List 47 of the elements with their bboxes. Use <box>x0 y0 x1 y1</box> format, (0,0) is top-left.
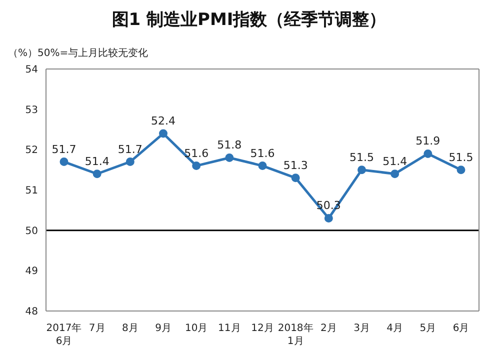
point <box>225 153 234 162</box>
data-label: 51.3 <box>283 158 308 172</box>
x-tick-label: 11月 <box>218 323 241 334</box>
x-tick-label: 2018年 1月 <box>278 322 314 347</box>
data-label: 51.4 <box>84 154 110 168</box>
x-tick-label: 3月 <box>354 323 370 334</box>
point <box>358 166 366 174</box>
data-label: 51.8 <box>217 138 242 152</box>
y-tick-label: 49 <box>25 266 38 278</box>
point <box>324 214 333 222</box>
y-tick-label: 50 <box>25 226 38 237</box>
point <box>390 170 400 178</box>
point <box>159 129 168 138</box>
x-tick-label: 10月 <box>184 323 208 334</box>
point <box>126 158 134 166</box>
point <box>456 166 466 174</box>
data-label: 51.5 <box>350 150 374 164</box>
data-label: 51.7 <box>118 142 142 156</box>
point <box>60 158 68 166</box>
x-tick-label: 2月 <box>320 323 337 334</box>
x-tick-label: 2017年 6月 <box>46 322 82 347</box>
data-label: 51.4 <box>382 154 408 168</box>
data-label: 51.9 <box>416 134 440 148</box>
y-tick-label: 54 <box>25 64 38 76</box>
x-tick-label: 6月 <box>452 323 470 334</box>
point <box>192 162 201 170</box>
point <box>291 174 300 182</box>
data-label: 51.6 <box>250 146 275 160</box>
y-tick-label: 48 <box>25 306 38 318</box>
data-label: 51.5 <box>448 150 474 164</box>
x-tick-label: 5月 <box>420 323 436 334</box>
chart-subtitle: （%）50%=与上月比较无变化 <box>8 46 150 61</box>
chart-title: 图1 制造业PMI指数（经季节调整） <box>110 9 388 32</box>
point <box>258 162 267 170</box>
data-label: 51.7 <box>52 142 76 156</box>
point <box>424 149 432 158</box>
x-tick-label: 7月 <box>88 323 106 334</box>
x-tick-label: 8月 <box>122 323 138 334</box>
y-tick-label: 52 <box>25 145 38 156</box>
x-tick-label: 12月 <box>251 323 274 334</box>
data-label: 51.6 <box>184 146 209 160</box>
y-tick-label: 51 <box>25 186 38 197</box>
y-tick-label: 53 <box>25 104 38 116</box>
data-label: 52.4 <box>151 114 176 128</box>
x-tick-label: 9月 <box>155 323 172 334</box>
x-tick-label: 4月 <box>386 323 404 334</box>
point <box>92 170 102 178</box>
